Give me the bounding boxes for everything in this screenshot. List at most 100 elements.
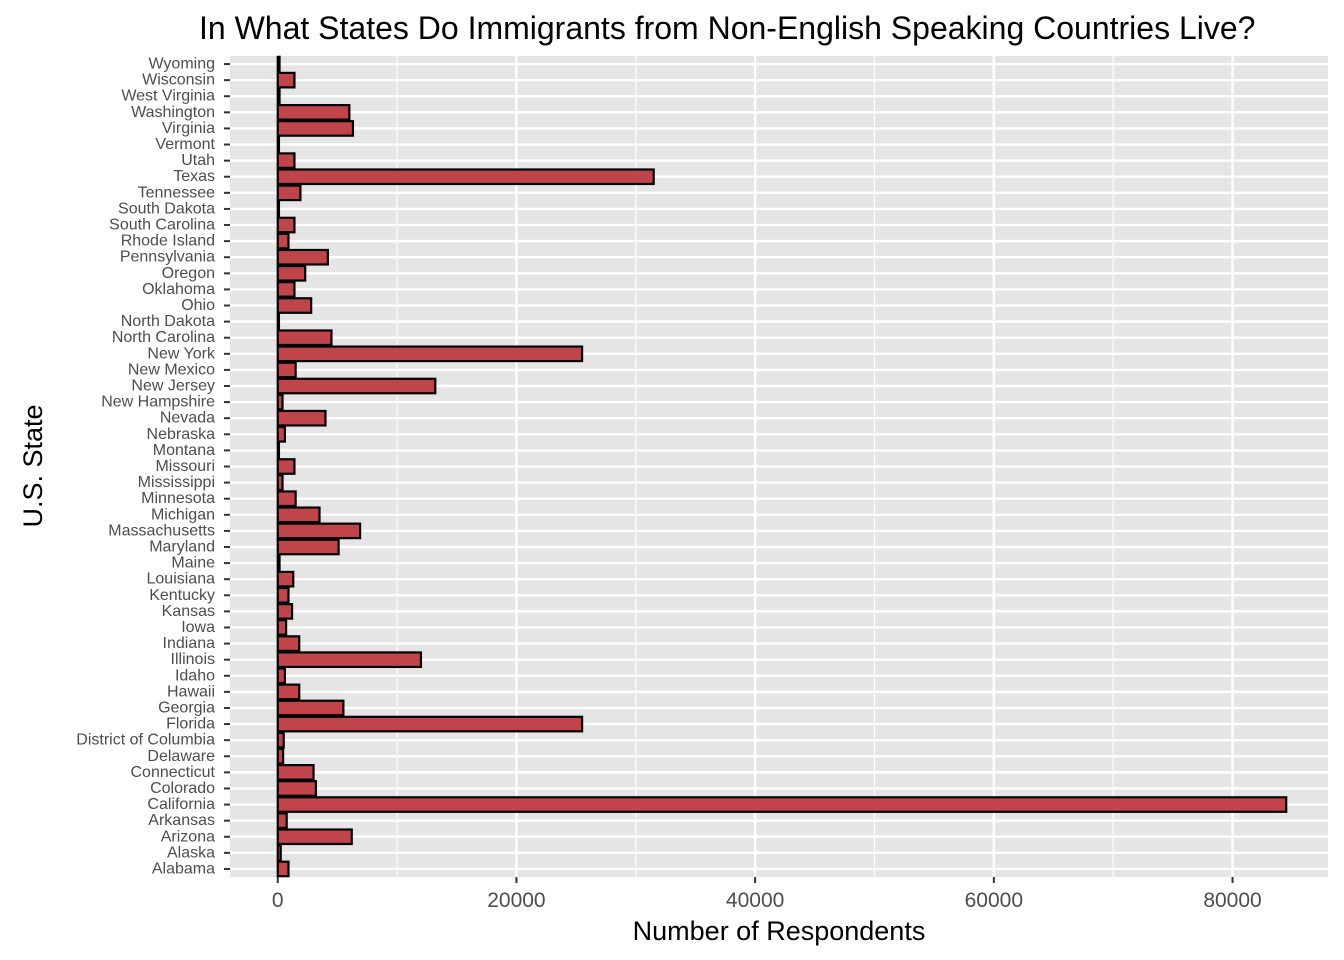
y-tick-label: Maryland [149, 538, 215, 555]
y-tick-label: Illinois [171, 651, 215, 668]
y-tick-label: Maine [171, 555, 215, 572]
y-tick-label: Georgia [158, 699, 215, 716]
bar-pennsylvania [276, 248, 329, 266]
x-tick-label: 20000 [487, 889, 545, 912]
y-tick-label: Massachusetts [108, 522, 215, 539]
bar-nebraska [276, 425, 287, 443]
bar-georgia [276, 699, 345, 717]
y-tick-label: West Virginia [121, 88, 215, 105]
bar-south-carolina [276, 216, 296, 234]
y-tick-label: Oklahoma [142, 281, 215, 298]
bar-maryland [276, 538, 340, 556]
bar-california [276, 796, 1288, 813]
y-tick-label: Nevada [160, 410, 215, 427]
y-tick-label: Michigan [151, 506, 215, 523]
y-tick-label: Virginia [162, 120, 215, 137]
bar-maine [276, 554, 281, 572]
y-tick-label: Missouri [155, 458, 215, 475]
y-tick-label: Minnesota [141, 490, 215, 507]
bar-new-york [276, 345, 584, 363]
bar-idaho [276, 667, 287, 685]
bar-new-mexico [276, 361, 297, 379]
y-tick-label: Wyoming [148, 56, 215, 73]
bar-district-of-columbia [276, 731, 285, 749]
x-tick-label: 0 [272, 889, 284, 912]
x-tick-label: 60000 [965, 889, 1023, 912]
y-tick-label: Kansas [162, 603, 215, 620]
bar-illinois [276, 651, 423, 669]
bar-hawaii [276, 683, 301, 701]
y-tick-label: Louisiana [147, 571, 216, 588]
bars [276, 55, 1288, 878]
y-tick-label: Alabama [152, 860, 215, 877]
y-tick-label: District of Columbia [76, 732, 215, 749]
x-axis-title: Number of Respondents [633, 916, 926, 946]
chart-title: In What States Do Immigrants from Non-En… [199, 10, 1255, 46]
bar-alabama [276, 860, 290, 878]
y-tick-label: California [147, 796, 215, 813]
y-tick-label: North Dakota [121, 313, 215, 330]
bar-texas [276, 168, 655, 186]
bar-utah [276, 152, 296, 169]
y-tick-label: Mississippi [138, 474, 215, 491]
bar-minnesota [276, 490, 297, 508]
y-tick-label: Vermont [155, 136, 215, 153]
bar-missouri [276, 458, 296, 475]
x-tick-label: 80000 [1203, 889, 1261, 912]
y-tick-label: Ohio [181, 297, 215, 314]
bar-vermont [276, 136, 281, 153]
y-tick-label: Iowa [181, 619, 215, 636]
y-axis-title: U.S. State [18, 404, 48, 527]
x-tick-label: 40000 [726, 889, 784, 912]
bar-washington [276, 103, 351, 121]
y-tick-label: Indiana [163, 635, 216, 652]
bar-new-hampshire [276, 393, 284, 411]
bar-delaware [276, 747, 285, 765]
bar-south-dakota [276, 200, 281, 218]
y-tick-label: Rhode Island [121, 233, 215, 250]
bar-wyoming [276, 55, 281, 73]
y-tick-label: Montana [153, 442, 215, 459]
y-tick-label: Oregon [162, 265, 215, 282]
gridlines [230, 56, 1328, 877]
y-tick-label: New Jersey [131, 378, 215, 395]
bar-montana [276, 442, 281, 459]
y-tick-label: Arizona [161, 828, 215, 845]
bar-arkansas [276, 812, 288, 830]
bar-alaska [276, 844, 282, 862]
y-tick-label: Arkansas [148, 812, 215, 829]
y-tick-label: Connecticut [131, 764, 216, 781]
y-tick-label: Pennsylvania [120, 249, 215, 266]
y-tick-label: New York [147, 345, 216, 362]
y-tick-label: Delaware [147, 748, 215, 765]
bar-iowa [276, 619, 288, 636]
bar-louisiana [276, 570, 295, 588]
y-tick-label: South Carolina [109, 217, 215, 234]
y-tick-label: Alaska [167, 844, 215, 861]
y-tick-label: New Hampshire [101, 394, 215, 411]
bar-north-carolina [276, 329, 333, 347]
bar-north-dakota [276, 313, 281, 330]
y-tick-label: Texas [173, 168, 215, 185]
y-tick-label: Wisconsin [142, 72, 215, 89]
bar-new-jersey [276, 377, 437, 395]
bar-kansas [276, 603, 294, 620]
y-tick-label: Hawaii [167, 683, 215, 700]
bar-connecticut [276, 764, 315, 781]
bar-rhode-island [276, 232, 290, 250]
bar-nevada [276, 409, 327, 427]
bar-arizona [276, 828, 353, 846]
y-tick-label: Idaho [175, 667, 215, 684]
y-tick-label: Tennessee [138, 184, 215, 201]
bar-florida [276, 715, 584, 733]
bar-wisconsin [276, 71, 296, 89]
y-tick-label: Kentucky [149, 587, 215, 604]
y-tick-label: South Dakota [118, 200, 215, 217]
bar-west-virginia [276, 87, 281, 105]
bar-indiana [276, 635, 301, 652]
bar-colorado [276, 780, 318, 797]
bar-massachusetts [276, 522, 362, 540]
bar-oklahoma [276, 281, 296, 298]
